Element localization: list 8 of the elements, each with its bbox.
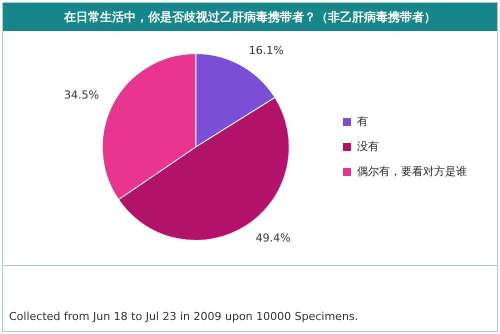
- legend-label: 偶尔有，要看对方是谁: [357, 164, 467, 178]
- data-label: 16.1%: [248, 44, 284, 58]
- legend-label: 没有: [357, 140, 379, 153]
- data-label: 49.4%: [256, 232, 291, 245]
- text: Collected from Jun 18 to Jul 23 in 2009 upon 10000 Specimens.: [3, 265, 497, 331]
- data-label: 34.5%: [64, 88, 99, 102]
- legend-label: 有: [357, 114, 368, 128]
- chart-title: 在日常生活中，你是否歧视过乙肝病毒携带者？（非乙肝病毒携带者）: [3, 3, 497, 31]
